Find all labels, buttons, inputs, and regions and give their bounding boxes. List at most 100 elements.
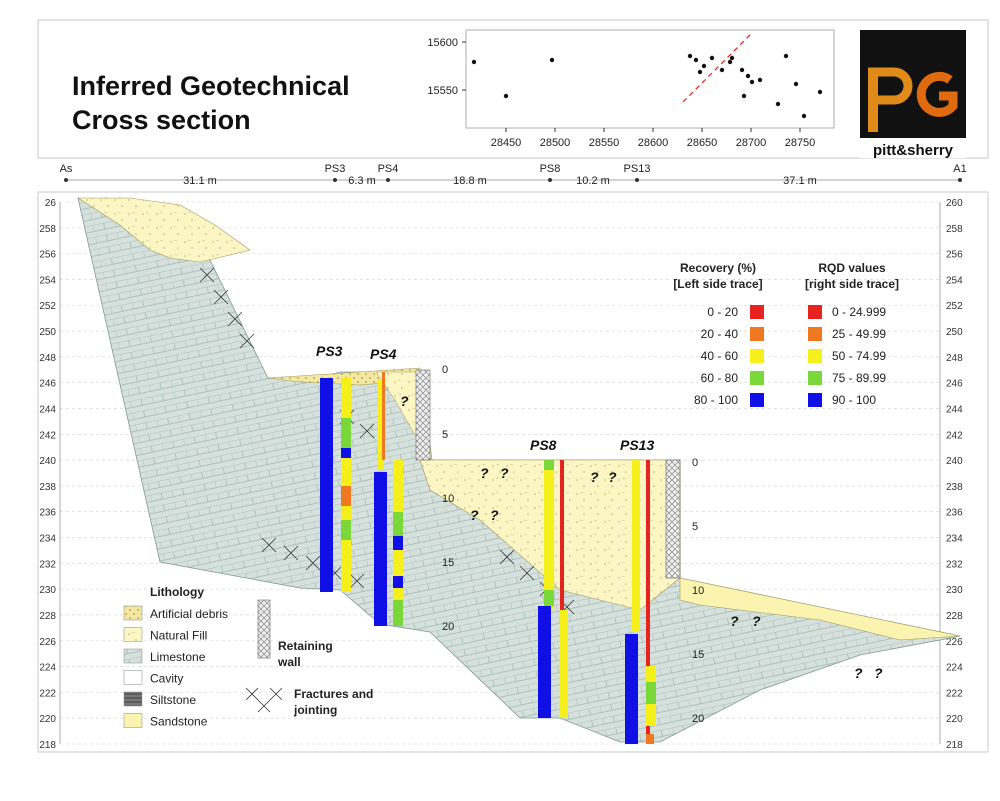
- map-point: [719, 67, 725, 73]
- chainage-distance-4: 10.2 m: [576, 175, 610, 187]
- legend-lithology-heading: Lithology: [150, 585, 204, 599]
- logo-text: pitt&sherry: [873, 142, 954, 159]
- chainage-distance-1: 31.1 m: [183, 175, 217, 187]
- ps13-rqd-trace: [646, 460, 650, 744]
- natural-fill-upper: [76, 197, 251, 263]
- borehole-label-ps3: PS3: [316, 343, 343, 359]
- map-point: [687, 53, 693, 59]
- ps13-depth-5: 5: [692, 521, 698, 533]
- company-logo: pitt&sherry: [860, 30, 966, 159]
- map-xtick: 28700: [736, 137, 767, 149]
- elevation-axis-right: 260 258 256 254 252 250 248 246 244 242 240 238 236 2…: [939, 198, 963, 751]
- title-line-1: Inferred Geotechnical: [72, 71, 350, 101]
- question-mark: ?: [480, 465, 489, 481]
- borehole-ps8: PS8: [530, 437, 568, 718]
- elevation-label-right: 252: [946, 301, 963, 312]
- legend-fractures-2: jointing: [293, 703, 337, 717]
- map-x-ticks: 28450 28500 28550 28600 28650 28700 28750: [491, 128, 816, 149]
- legend-item-label: 60 - 80: [701, 371, 739, 385]
- legend-rqd-heading-1: RQD values: [818, 261, 886, 275]
- ps3-rqd-trace: [341, 378, 351, 592]
- elevation-label-right: 250: [946, 327, 963, 338]
- question-mark: ?: [854, 665, 863, 681]
- lithology-swatch: [123, 605, 143, 621]
- geology-units: [76, 197, 961, 743]
- title-line-2: Cross section: [72, 105, 251, 135]
- map-xtick: 28650: [687, 137, 718, 149]
- map-point: [783, 53, 789, 59]
- legend-item-label: 0 - 20: [707, 305, 738, 319]
- borehole-ps3: PS3: [316, 343, 351, 592]
- question-mark: ?: [874, 665, 883, 681]
- legend-rqd: RQD values [right side trace] 0 - 24.999…: [805, 261, 899, 407]
- map-point: [727, 59, 733, 65]
- legend-item-label: 0 - 24.999: [832, 305, 886, 319]
- map-point: [471, 59, 477, 65]
- map-point: [775, 101, 781, 107]
- elevation-label-left: 256: [39, 250, 56, 261]
- elevation-label-left: 254: [39, 275, 56, 286]
- fracture-zone-upper: [199, 267, 255, 349]
- elevation-label-right: 220: [946, 714, 963, 725]
- lithology-swatch: [123, 691, 143, 707]
- legend-item-label: 50 - 74.99: [832, 349, 886, 363]
- legend-item-label: 40 - 60: [701, 349, 739, 363]
- map-section-line: [682, 32, 753, 103]
- fracture-zone-lower: [261, 537, 365, 589]
- legend-fracture-swatch: [245, 687, 283, 713]
- legend-recovery: Recovery (%) [Left side trace] 0 - 20 20 …: [673, 261, 764, 407]
- location-map: 15600 15550 28450 28500 28550 28600 28650 287…: [427, 29, 835, 149]
- elevation-label-right: 242: [946, 430, 963, 441]
- lithology-label: Siltstone: [150, 693, 196, 707]
- legend-recovery-heading-1: Recovery (%): [680, 261, 756, 275]
- elevation-label-right: 222: [946, 688, 963, 699]
- elevation-label-top-left: 26: [45, 198, 57, 209]
- legend-item-swatch: [750, 349, 764, 363]
- legend-item-swatch: [808, 327, 822, 341]
- ps4-depth-5: 5: [442, 429, 448, 441]
- chainage-distance-5: 37.1 m: [783, 175, 817, 187]
- elevation-label-left: 246: [39, 379, 56, 390]
- lithology-label: Natural Fill: [150, 629, 207, 643]
- ps13-recovery-trace: [625, 634, 638, 744]
- borehole-label-ps13: PS13: [620, 437, 654, 453]
- sandstone-wedge: [679, 577, 961, 641]
- elevation-label-right: 228: [946, 611, 963, 622]
- map-ytick-15600: 15600: [427, 37, 458, 49]
- elevation-axis-left: 258 256 254 252 250 248 246 244 242 240 238 236 234 2…: [39, 198, 61, 751]
- ps13-depth-20: 20: [692, 713, 704, 725]
- map-xtick: 28750: [785, 137, 816, 149]
- chainage-end-label: A1: [953, 163, 966, 175]
- legend-item-swatch: [808, 393, 822, 407]
- map-point: [701, 63, 707, 69]
- elevation-label-left: 218: [39, 740, 56, 751]
- retaining-wall-upper: [415, 369, 431, 461]
- map-point: [793, 81, 799, 87]
- legend-retaining-wall-2: wall: [277, 655, 301, 669]
- chainage-station-ps3: PS3: [325, 163, 346, 175]
- map-point: [739, 67, 745, 73]
- map-point: [503, 93, 509, 99]
- lithology-label: Artificial debris: [150, 607, 228, 621]
- elevation-label-left: 234: [39, 534, 56, 545]
- map-xtick: 28600: [638, 137, 669, 149]
- ps4-depth-20: 20: [442, 621, 454, 633]
- lithology-label: Sandstone: [150, 715, 208, 729]
- chainage-distance-3: 18.8 m: [453, 175, 487, 187]
- borehole-ps4: PS4 0 5 10 15 20: [370, 346, 454, 633]
- question-mark: ?: [470, 507, 479, 523]
- map-point: [729, 55, 735, 61]
- question-mark: ?: [730, 613, 739, 629]
- map-xtick: 28550: [589, 137, 620, 149]
- elevation-label-right: 224: [946, 663, 963, 674]
- legend-rqd-heading-2: [right side trace]: [805, 277, 899, 291]
- elevation-label-left: 226: [39, 637, 56, 648]
- legend-item-swatch: [808, 349, 822, 363]
- map-point: [817, 89, 823, 95]
- question-mark: ?: [490, 507, 499, 523]
- elevation-label-left: 238: [39, 482, 56, 493]
- elevation-label-left: 250: [39, 327, 56, 338]
- legend-item-swatch: [750, 371, 764, 385]
- elevation-label-right: 244: [946, 404, 963, 415]
